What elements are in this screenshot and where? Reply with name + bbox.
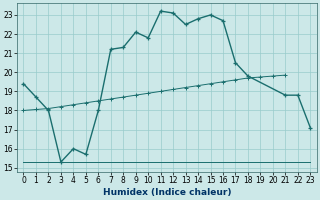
X-axis label: Humidex (Indice chaleur): Humidex (Indice chaleur) (103, 188, 231, 197)
